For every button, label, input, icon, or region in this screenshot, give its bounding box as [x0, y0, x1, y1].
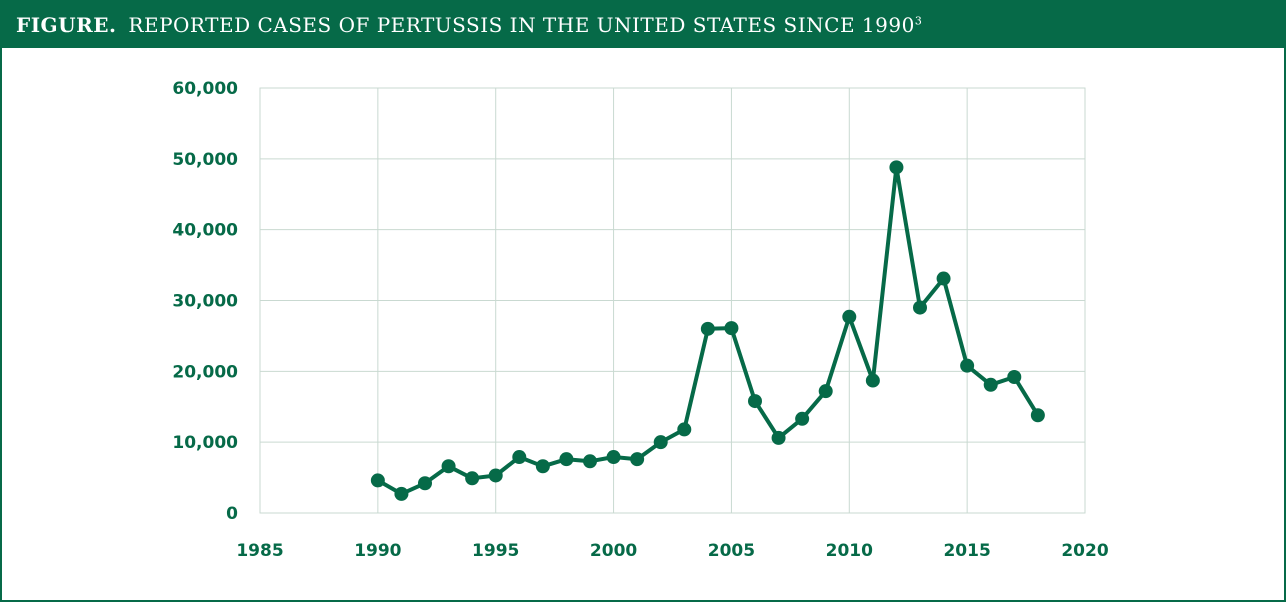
data-point: [370, 473, 385, 488]
y-tick-label: 10,000: [172, 433, 238, 453]
data-point: [394, 486, 409, 501]
figure-banner: FIGURE. REPORTED CASES OF PERTUSSIS IN T…: [2, 2, 1284, 48]
figure-label: FIGURE.: [16, 13, 117, 37]
data-point: [960, 358, 975, 373]
data-point: [512, 450, 527, 465]
x-axis-ticks: 1985 1990 1995 2000 2005 2010 2015 2020: [236, 541, 1108, 561]
y-axis-ticks: 0 10,000 20,000 30,000 40,000 50,000 60,000: [172, 79, 238, 524]
data-point: [771, 430, 786, 445]
figure-title: REPORTED CASES OF PERTUSSIS IN THE UNITE…: [128, 13, 922, 37]
data-point: [1030, 408, 1045, 423]
data-point: [653, 435, 668, 450]
data-point: [983, 377, 998, 392]
data-point: [559, 452, 574, 467]
data-point: [488, 468, 503, 483]
y-tick-label: 20,000: [172, 362, 238, 382]
data-point: [889, 160, 904, 175]
y-tick-label: 40,000: [172, 221, 238, 241]
data-point: [441, 459, 456, 474]
data-point: [630, 452, 645, 467]
data-point: [913, 300, 927, 315]
data-point: [795, 411, 810, 426]
x-tick-label: 2005: [708, 541, 755, 561]
chart-grid: [259, 87, 1086, 514]
data-point: [583, 454, 597, 469]
data-point: [865, 373, 880, 388]
data-point: [1007, 370, 1022, 384]
x-tick-label: 2020: [1061, 541, 1108, 561]
figure-footnote: 3: [914, 14, 923, 28]
x-tick-label: 1990: [354, 541, 401, 561]
series-points: [370, 160, 1045, 501]
data-point: [700, 321, 715, 336]
y-tick-label: 30,000: [172, 292, 238, 312]
data-point: [818, 384, 833, 399]
data-point: [535, 459, 550, 474]
x-tick-label: 1995: [472, 541, 519, 561]
x-tick-label: 2010: [826, 541, 873, 561]
figure-title-text: REPORTED CASES OF PERTUSSIS IN THE UNITE…: [128, 13, 915, 37]
x-tick-label: 2000: [590, 541, 637, 561]
y-tick-label: 60,000: [172, 79, 238, 99]
data-point: [936, 271, 951, 286]
y-tick-label: 0: [226, 504, 238, 524]
data-point: [606, 450, 621, 465]
x-tick-label: 1985: [236, 541, 283, 561]
x-tick-label: 2015: [943, 541, 990, 561]
y-tick-label: 50,000: [172, 150, 238, 170]
data-point: [724, 321, 739, 336]
data-point: [465, 471, 480, 486]
data-point: [842, 309, 857, 324]
data-point: [418, 476, 432, 491]
data-point: [677, 422, 692, 437]
data-point: [748, 394, 762, 409]
